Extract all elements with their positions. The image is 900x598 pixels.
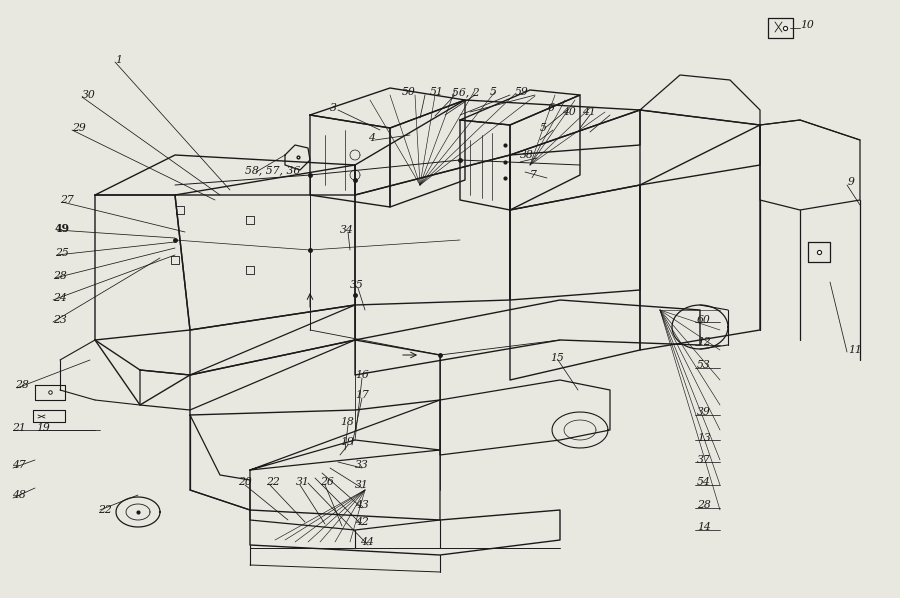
Text: 10: 10: [800, 20, 814, 30]
Text: 13: 13: [697, 433, 711, 443]
Text: 1: 1: [115, 55, 122, 65]
Text: 41: 41: [582, 107, 596, 117]
Text: 30: 30: [82, 90, 95, 100]
Text: 14: 14: [697, 522, 711, 532]
Text: 31: 31: [355, 480, 369, 490]
Text: 49: 49: [55, 222, 70, 233]
Text: 27: 27: [60, 195, 74, 205]
Text: 9: 9: [848, 177, 855, 187]
Text: 12: 12: [697, 337, 711, 347]
Text: 6: 6: [548, 103, 555, 113]
Text: 3: 3: [330, 103, 337, 113]
Text: 5: 5: [490, 87, 497, 97]
Text: 19: 19: [340, 437, 354, 447]
Text: 4: 4: [368, 133, 375, 143]
Text: 51: 51: [430, 87, 444, 97]
Text: 50: 50: [402, 87, 416, 97]
Text: 21: 21: [12, 423, 26, 433]
Text: 20: 20: [238, 477, 252, 487]
Text: 59: 59: [515, 87, 529, 97]
Text: 56, 2: 56, 2: [452, 87, 480, 97]
Text: 28: 28: [15, 380, 29, 390]
Text: 58, 57, 36: 58, 57, 36: [245, 165, 301, 175]
Text: 28: 28: [697, 500, 711, 510]
Text: 11: 11: [848, 345, 862, 355]
Text: 29: 29: [72, 123, 86, 133]
Text: 7: 7: [530, 170, 537, 180]
Text: 5: 5: [540, 123, 547, 133]
Text: 17: 17: [355, 390, 369, 400]
Text: 15: 15: [550, 353, 563, 363]
Text: 31: 31: [296, 477, 310, 487]
Text: 22: 22: [266, 477, 280, 487]
Text: 60: 60: [697, 315, 711, 325]
Text: 40: 40: [562, 107, 576, 117]
Text: 54: 54: [697, 477, 711, 487]
Text: 37: 37: [697, 455, 711, 465]
Text: 53: 53: [697, 360, 711, 370]
Text: 28: 28: [53, 271, 67, 281]
Text: 26: 26: [320, 477, 334, 487]
Text: 39: 39: [697, 407, 711, 417]
Text: 44: 44: [360, 537, 373, 547]
Text: 43: 43: [355, 500, 369, 510]
Text: 22: 22: [98, 505, 112, 515]
Text: 48: 48: [12, 490, 26, 500]
Text: 47: 47: [12, 460, 26, 470]
Text: 16: 16: [355, 370, 369, 380]
Text: 34: 34: [340, 225, 354, 235]
Text: 33: 33: [355, 460, 369, 470]
Text: 35: 35: [350, 280, 364, 290]
Text: 18: 18: [340, 417, 354, 427]
Text: 19: 19: [36, 423, 50, 433]
Text: 24: 24: [53, 293, 67, 303]
Text: 38: 38: [520, 150, 534, 160]
Text: 23: 23: [53, 315, 67, 325]
Text: 42: 42: [355, 517, 369, 527]
Text: 25: 25: [55, 248, 68, 258]
